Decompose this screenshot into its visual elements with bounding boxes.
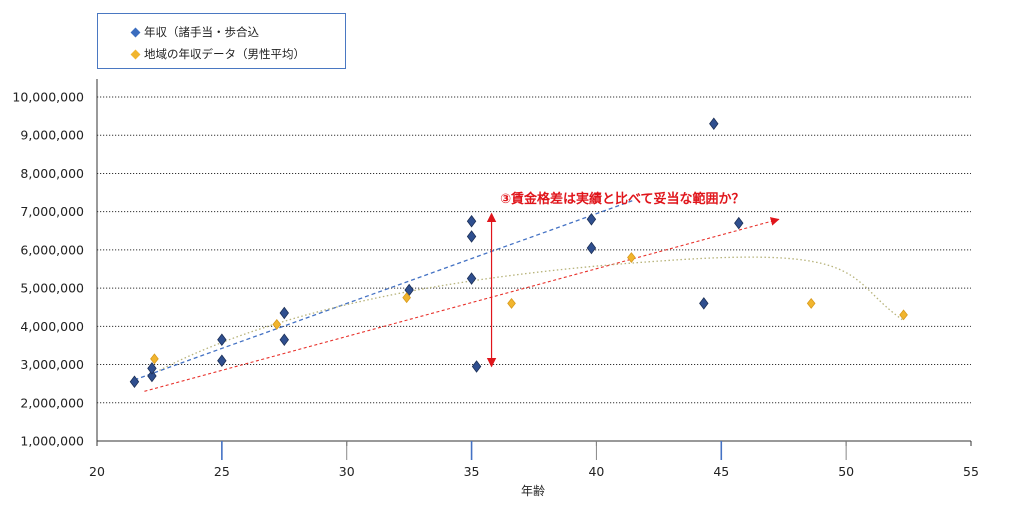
data-point-regional <box>627 252 636 263</box>
axes: 1,000,000 2,000,000 3,000,000 4,000,000 5,00… <box>12 79 979 479</box>
data-point-income <box>217 354 227 367</box>
y-tick-label: 10,000,000 <box>12 90 84 105</box>
x-tick-label: 45 <box>713 464 729 479</box>
x-tick-label: 55 <box>963 464 979 479</box>
x-tick-label: 40 <box>588 464 604 479</box>
data-point-regional <box>806 297 816 309</box>
data-point-regional <box>272 318 282 330</box>
data-point-income <box>466 272 477 285</box>
legend-label-income: 年収（諸手当・歩合込 <box>144 25 259 39</box>
y-tick-label: 8,000,000 <box>20 166 84 181</box>
trendline-polynomial <box>159 256 904 371</box>
data-point-regional <box>402 292 411 304</box>
y-tick-label: 9,000,000 <box>20 128 84 143</box>
data-point-regional <box>899 309 908 321</box>
y-tick-label: 7,000,000 <box>20 204 84 219</box>
y-tick-label: 2,000,000 <box>20 395 84 410</box>
x-tick-label: 20 <box>89 464 105 479</box>
data-point-income <box>129 375 140 389</box>
data-point-income <box>466 230 477 243</box>
data-point-regional <box>150 353 159 365</box>
data-point-income <box>586 213 597 226</box>
data-point-income <box>586 241 597 255</box>
y-tick-label: 1,000,000 <box>20 434 84 449</box>
y-tick-label: 5,000,000 <box>20 281 84 296</box>
gridlines <box>97 96 971 404</box>
data-point-income <box>471 360 482 373</box>
legend-label-regional: 地域の年収データ（男性平均） <box>144 47 305 61</box>
data-point-income <box>279 306 289 320</box>
x-tick-label: 30 <box>339 464 355 479</box>
x-tick-label: 35 <box>464 464 480 479</box>
data-point-income <box>466 214 477 228</box>
x-tick-label: 50 <box>838 464 854 479</box>
x-tick-label: 25 <box>214 464 230 479</box>
data-point-income <box>709 117 719 131</box>
chart-legend: 年収（諸手当・歩合込 地域の年収データ（男性平均） <box>97 13 346 69</box>
legend-entry-regional: 地域の年収データ（男性平均） <box>130 46 305 62</box>
y-tick-label: 6,000,000 <box>20 242 84 257</box>
data-point-regional <box>507 297 516 309</box>
y-tick-label: 4,000,000 <box>20 319 84 334</box>
chart-annotation: ③賃金格差は実績と比べて妥当な範囲か？ <box>500 191 745 207</box>
data-point-income <box>217 333 227 346</box>
trendlines <box>134 199 904 392</box>
legend-marker-icon <box>130 27 141 37</box>
trendline-linear-income <box>134 199 635 381</box>
y-tick-label: 3,000,000 <box>20 357 84 372</box>
data-point-income <box>147 369 157 383</box>
legend-marker-icon <box>130 49 141 59</box>
data-points <box>129 117 908 389</box>
data-point-income <box>279 333 289 346</box>
data-point-income <box>699 297 709 310</box>
legend-entry-income: 年収（諸手当・歩合込 <box>130 24 259 40</box>
data-point-income <box>734 216 744 230</box>
data-point-income <box>147 362 157 375</box>
x-axis-title: 年齢 <box>521 483 545 498</box>
trendline-reference-arrow <box>144 217 780 392</box>
